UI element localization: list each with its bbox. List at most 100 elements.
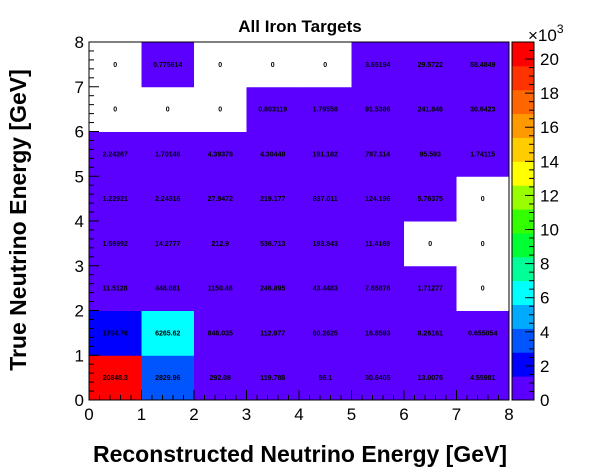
colorbar-segment <box>512 352 534 377</box>
heatmap-cell <box>194 131 247 177</box>
x-axis: 0 1 2 3 4 5 6 7 8 <box>84 390 514 424</box>
cell-value-label: 2.24316 <box>155 196 180 203</box>
heatmap-cell <box>456 42 510 88</box>
colorbar-segment <box>512 137 534 162</box>
heatmap-cell <box>299 221 352 267</box>
heatmap-cell <box>89 42 142 88</box>
colorbar-segment <box>512 113 534 138</box>
cell-value-label: 1.22921 <box>103 196 128 203</box>
colorbar-tick-label: 8 <box>540 255 549 274</box>
x-tick-label: 2 <box>189 405 198 424</box>
heatmap-cell <box>141 355 195 401</box>
cell-value-label: 0.775614 <box>153 62 182 69</box>
cell-value-label: 11.5128 <box>103 286 128 293</box>
cell-value-label: 30.6423 <box>470 107 495 114</box>
colorbar-segment <box>512 328 534 353</box>
cell-value-label: 241.846 <box>418 107 443 114</box>
heatmap-cell <box>194 86 247 132</box>
heatmap-cell <box>404 131 457 177</box>
colorbar-tick-label: 10 <box>540 221 559 240</box>
cell-value-label: 3.65194 <box>365 62 390 69</box>
cell-value-label: 4.55981 <box>470 375 495 382</box>
heatmap-cell <box>89 221 142 267</box>
cell-value-label: 4.39378 <box>208 151 233 158</box>
heatmap-cell <box>456 131 510 177</box>
colorbar-axis: 0 2 4 6 8 10 12 14 16 18 20 <box>525 50 559 410</box>
colorbar-segment <box>512 65 534 91</box>
colorbar-segment <box>512 256 534 282</box>
heatmap-cell <box>141 176 195 222</box>
heatmap-cell <box>89 265 142 311</box>
heatmap-cell <box>351 42 405 88</box>
cell-value-label: 8.26161 <box>418 330 443 337</box>
heatmap-cell <box>89 176 142 222</box>
heatmap-cell <box>89 310 142 356</box>
colorbar-segment <box>512 376 534 401</box>
cell-value-label: 2.24267 <box>103 151 128 158</box>
heatmap-cell <box>89 86 142 132</box>
heatmap-cell-labels: 20848.3 2829.96 292.08 119.788 56.1 30.6405 13… <box>103 62 498 382</box>
cell-value-label: 20848.3 <box>103 375 128 382</box>
heatmap-cell <box>351 131 405 177</box>
cell-value-label: 0 <box>166 107 170 114</box>
cell-value-label: 27.9472 <box>208 196 233 203</box>
heatmap-cell <box>299 131 352 177</box>
heatmap-cell <box>456 310 510 356</box>
heatmap-cell <box>89 131 142 177</box>
cell-value-label: 219.177 <box>260 196 285 203</box>
heatmap-cell <box>404 265 457 311</box>
heatmap-cell <box>246 86 300 132</box>
heatmap-cell <box>299 42 352 88</box>
cell-value-label: 0 <box>481 241 485 248</box>
heatmap-cell <box>194 221 247 267</box>
heatmap-cell <box>246 355 300 401</box>
cell-value-label: 5.76375 <box>418 196 443 203</box>
cell-value-label: 119.788 <box>260 375 285 382</box>
heatmap-cell <box>351 176 405 222</box>
colorbar-segment <box>512 185 534 210</box>
x-tick-label: 4 <box>294 405 303 424</box>
heatmap-cell <box>404 42 457 88</box>
colorbar-tick-label: 14 <box>540 152 559 171</box>
heatmap-cell <box>456 355 510 401</box>
heatmap-cell <box>246 42 300 88</box>
cell-value-label: 0 <box>271 62 275 69</box>
heatmap-cell <box>351 221 405 267</box>
cell-value-label: 787.114 <box>365 151 390 158</box>
heatmap-cell <box>246 310 300 356</box>
x-tick-label: 3 <box>242 405 251 424</box>
heatmap-cell <box>299 86 352 132</box>
cell-value-label: 29.5722 <box>418 62 443 69</box>
heatmap-cell <box>194 265 247 311</box>
colorbar-tick-label: 2 <box>540 357 549 376</box>
x-tick-label: 6 <box>399 405 408 424</box>
cell-value-label: 246.895 <box>260 286 285 293</box>
cell-value-label: 1.74115 <box>470 151 495 158</box>
cell-value-label: 30.6405 <box>365 375 390 382</box>
colorbar-tick-label: 16 <box>540 118 559 137</box>
heatmap-cell <box>141 265 195 311</box>
cell-value-label: 193.843 <box>313 241 338 248</box>
heatmap-cell <box>404 355 457 401</box>
heatmap-cell <box>141 131 195 177</box>
cell-value-label: 0 <box>113 107 117 114</box>
heatmap-cells <box>89 42 510 401</box>
cell-value-label: 0 <box>113 62 117 69</box>
cell-value-label: 1.56992 <box>103 241 128 248</box>
y-tick-label: 8 <box>75 33 84 52</box>
heatmap-cell <box>456 221 510 267</box>
heatmap-cell <box>404 221 457 267</box>
cell-value-label: 212.9 <box>211 241 229 248</box>
x-axis-label: Reconstructed Neutrino Energy [GeV] <box>93 441 507 467</box>
x-tick-label: 7 <box>452 405 461 424</box>
cell-value-label: 846.035 <box>208 330 233 337</box>
cell-value-label: 6265.62 <box>155 330 180 337</box>
heatmap-cell <box>299 355 352 401</box>
cell-value-label: 1.70146 <box>155 151 180 158</box>
colorbar-segment <box>512 42 534 67</box>
cell-value-label: 837.011 <box>313 196 338 203</box>
cell-value-label: 1794.76 <box>103 330 128 337</box>
cell-value-label: 56.1 <box>318 375 332 382</box>
colorbar-tick-label: 18 <box>540 84 559 103</box>
